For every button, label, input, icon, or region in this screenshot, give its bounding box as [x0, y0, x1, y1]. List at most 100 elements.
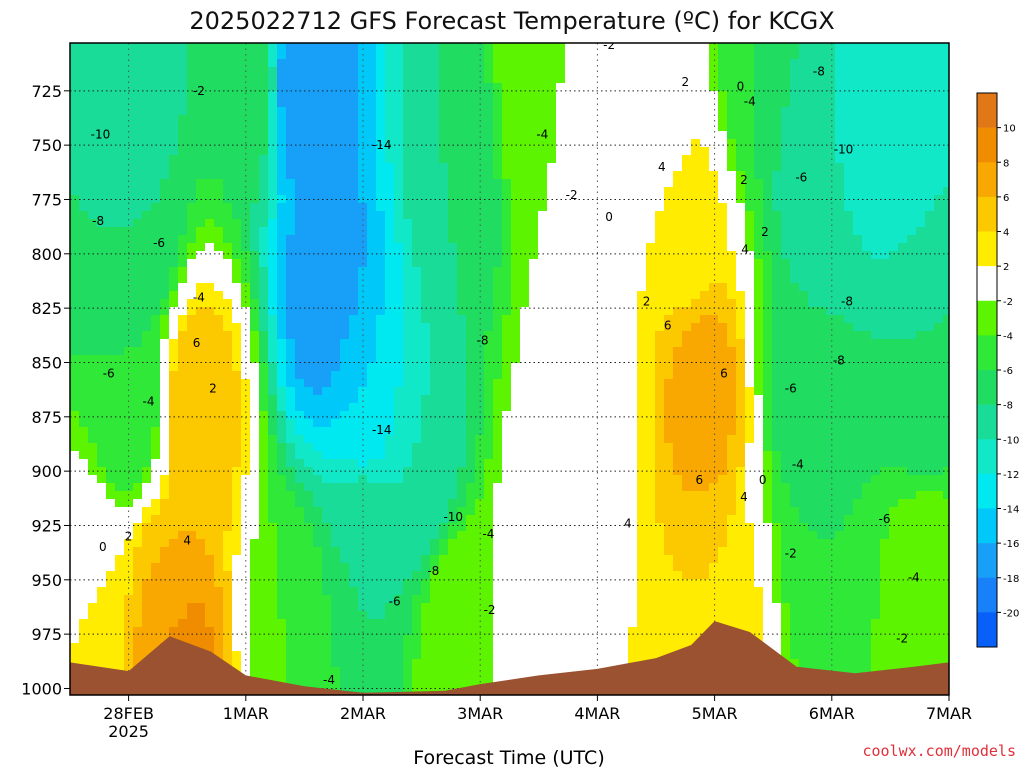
field-cell-3220 — [826, 299, 836, 308]
field-cell-2936 — [916, 275, 926, 284]
field-cell-38 — [412, 43, 422, 52]
field-cell-4138 — [268, 379, 278, 388]
field-cell-2371 — [241, 235, 251, 244]
field-cell-1397 — [295, 155, 305, 164]
field-cell-1787 — [277, 187, 287, 196]
field-cell-3029 — [871, 283, 881, 292]
field-cell-4475 — [655, 403, 665, 412]
field-cell-2553 — [115, 251, 125, 260]
field-cell-4197 — [799, 379, 809, 388]
field-cell-2077 — [241, 211, 251, 220]
field-cell-3267 — [367, 307, 377, 316]
field-cell-3047 — [151, 291, 161, 300]
field-cell-2431 — [781, 235, 791, 244]
field-cell-137 — [421, 51, 431, 60]
field-cell-4180 — [646, 379, 656, 388]
field-cell-965 — [817, 115, 827, 124]
field-cell-3854 — [358, 355, 368, 364]
field-cell-4992 — [898, 443, 908, 452]
field-cell-1818 — [556, 187, 566, 196]
field-cell-4658 — [538, 419, 548, 428]
field-cell-1860 — [934, 187, 944, 196]
field-cell-3374 — [448, 315, 458, 324]
field-cell-1745 — [781, 179, 791, 188]
field-cell-169 — [709, 51, 719, 60]
field-cell-29 — [331, 43, 341, 52]
field-cell-2460 — [160, 243, 170, 252]
field-cell-1734 — [682, 179, 692, 188]
field-cell-3706 — [790, 339, 800, 348]
field-cell-1861 — [943, 187, 949, 196]
field-cell-4842 — [430, 435, 440, 444]
field-cell-1569 — [79, 171, 89, 180]
field-cell-4853 — [529, 435, 539, 444]
field-cell-724 — [412, 99, 422, 108]
field-cell-4948 — [502, 443, 512, 452]
field-cell-4665 — [601, 419, 611, 428]
field-cell-1976 — [214, 203, 224, 212]
field-cell-3487 — [583, 323, 593, 332]
field-cell-3275 — [439, 307, 449, 316]
field-cell-3594 — [664, 331, 674, 340]
field-cell-3144 — [142, 299, 152, 308]
field-cell-4004 — [826, 363, 836, 372]
field-cell-2038 — [772, 203, 782, 212]
field-cell-3808 — [826, 347, 836, 356]
field-cell-4978 — [772, 443, 782, 452]
field-cell-1426 — [556, 155, 566, 164]
field-cell-2500 — [520, 243, 530, 252]
field-cell-2710 — [646, 259, 656, 268]
field-cell-1224 — [502, 139, 512, 148]
field-cell-1804 — [430, 187, 440, 196]
field-cell-2613 — [655, 251, 665, 260]
field-cell-232 — [394, 59, 404, 68]
field-cell-1041 — [619, 123, 629, 132]
field-cell-2609 — [619, 251, 629, 260]
field-cell-2914 — [718, 275, 728, 284]
field-cell-3052 — [196, 291, 206, 300]
field-cell-4576 — [682, 411, 692, 420]
field-cell-2651 — [115, 259, 125, 268]
field-cell-2634 — [844, 251, 854, 260]
field-cell-2890 — [502, 275, 512, 284]
field-cell-97 — [943, 43, 949, 52]
field-cell-4282 — [682, 387, 692, 396]
field-cell-3475 — [475, 323, 485, 332]
field-cell-3642 — [214, 339, 224, 348]
field-cell-358 — [646, 67, 656, 76]
field-cell-1032 — [538, 123, 548, 132]
field-cell-3581 — [547, 331, 557, 340]
field-cell-1727 — [619, 179, 629, 188]
field-cell-1824 — [610, 187, 620, 196]
field-cell-3727 — [97, 347, 107, 356]
field-cell-2196 — [430, 219, 440, 228]
field-cell-4405 — [907, 395, 917, 404]
field-cell-4657 — [529, 419, 539, 428]
field-cell-217 — [259, 59, 269, 68]
field-cell-1487 — [223, 163, 233, 172]
field-cell-1678 — [178, 179, 188, 188]
field-cell-3638 — [178, 339, 188, 348]
field-cell-1142 — [646, 131, 656, 140]
field-cell-86 — [844, 43, 854, 52]
field-cell-4109 — [889, 371, 899, 380]
field-cell-160 — [628, 51, 638, 60]
field-cell-2358 — [124, 235, 134, 244]
field-cell-1753 — [853, 179, 863, 188]
field-cell-4033 — [205, 371, 215, 380]
field-cell-3097 — [601, 291, 611, 300]
field-cell-3145 — [151, 299, 161, 308]
field-cell-1073 — [907, 123, 917, 132]
field-cell-223 — [313, 59, 323, 68]
field-cell-4427 — [223, 403, 233, 412]
field-cell-1539 — [691, 163, 701, 172]
field-cell-4252 — [412, 387, 422, 396]
field-cell-3887 — [655, 355, 665, 364]
field-cell-2716 — [700, 259, 710, 268]
field-cell-2270 — [214, 227, 224, 236]
field-cell-1563 — [907, 163, 917, 172]
field-cell-2670 — [286, 259, 296, 268]
field-cell-4019 — [79, 371, 89, 380]
field-cell-198 — [88, 59, 98, 68]
field-cell-526 — [394, 83, 404, 92]
